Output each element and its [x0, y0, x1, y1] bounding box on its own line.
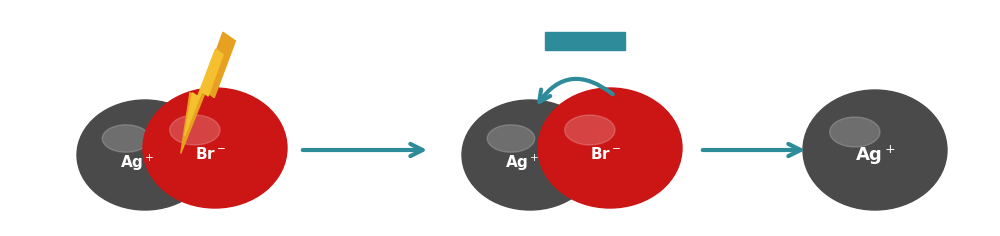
Ellipse shape — [143, 88, 287, 208]
Polygon shape — [185, 49, 223, 135]
Ellipse shape — [565, 115, 615, 145]
Ellipse shape — [830, 117, 880, 147]
FancyArrowPatch shape — [539, 79, 613, 102]
Text: Br$^-$: Br$^-$ — [590, 146, 622, 162]
FancyBboxPatch shape — [545, 32, 625, 50]
Ellipse shape — [170, 115, 220, 145]
Ellipse shape — [538, 88, 682, 208]
Text: Ag$^+$: Ag$^+$ — [855, 143, 895, 167]
Text: Ag$^+$: Ag$^+$ — [120, 153, 154, 173]
Ellipse shape — [102, 125, 150, 152]
Polygon shape — [181, 32, 235, 153]
Text: Ag$^+$: Ag$^+$ — [505, 153, 539, 173]
Ellipse shape — [803, 90, 947, 210]
Ellipse shape — [77, 100, 213, 210]
Ellipse shape — [462, 100, 598, 210]
Ellipse shape — [487, 125, 535, 152]
Text: Br$^-$: Br$^-$ — [195, 146, 227, 162]
